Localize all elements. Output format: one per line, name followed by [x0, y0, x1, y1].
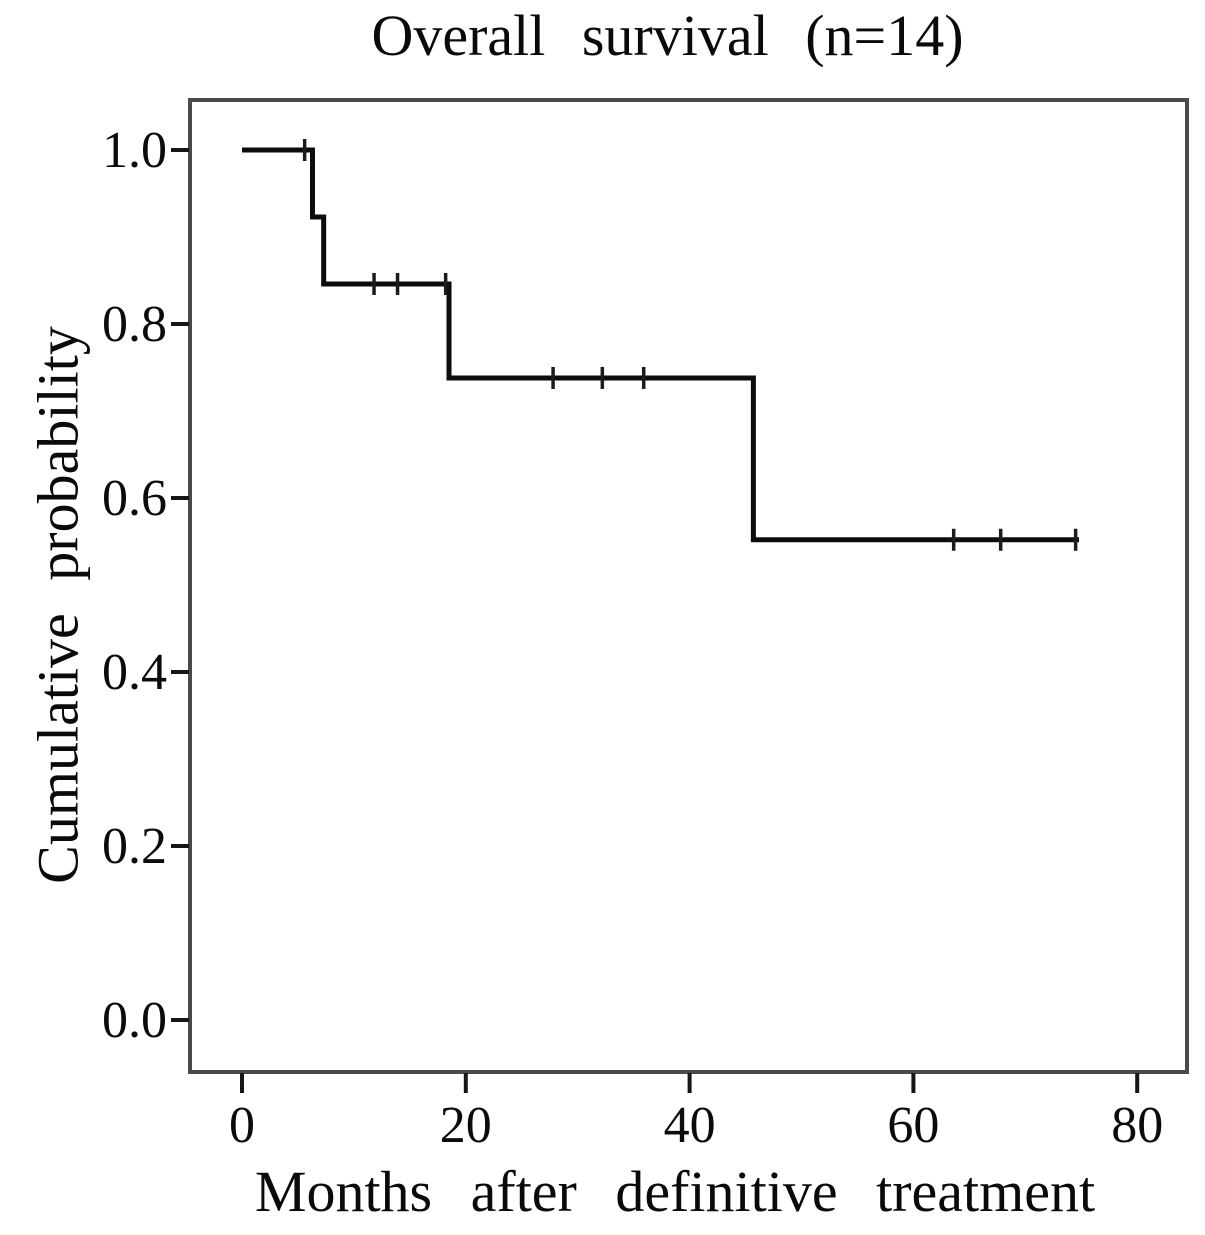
- x-axis-ticks: 0 20 40 60 80: [229, 1073, 1163, 1154]
- y-axis-tick-label: 0.2: [102, 818, 167, 875]
- survival-curve: [242, 147, 1080, 543]
- censor-marks: [302, 139, 1078, 551]
- y-axis-tick-label: 0.6: [102, 470, 167, 527]
- y-axis-tick-label: 0.0: [102, 992, 167, 1049]
- x-axis-tick-label: 60: [887, 1097, 939, 1154]
- x-axis-tick-label: 20: [440, 1097, 492, 1154]
- y-axis-tick-label: 0.8: [102, 296, 167, 353]
- x-axis-tick-label: 80: [1111, 1097, 1163, 1154]
- chart-title: Overall survival (n=14): [371, 3, 964, 68]
- y-axis-tick-label: 1.0: [102, 122, 167, 179]
- plot-border: [188, 98, 1189, 1074]
- y-axis-ticks: 1.0 0.8 0.6 0.4 0.2 0.0: [102, 122, 189, 1049]
- x-axis-title: Months after definitive treatment: [254, 1159, 1096, 1224]
- y-axis-tick-label: 0.4: [102, 644, 167, 701]
- survival-curve-group: [242, 147, 1080, 543]
- x-axis-tick-label: 0: [229, 1097, 255, 1154]
- x-axis-tick-label: 40: [664, 1097, 716, 1154]
